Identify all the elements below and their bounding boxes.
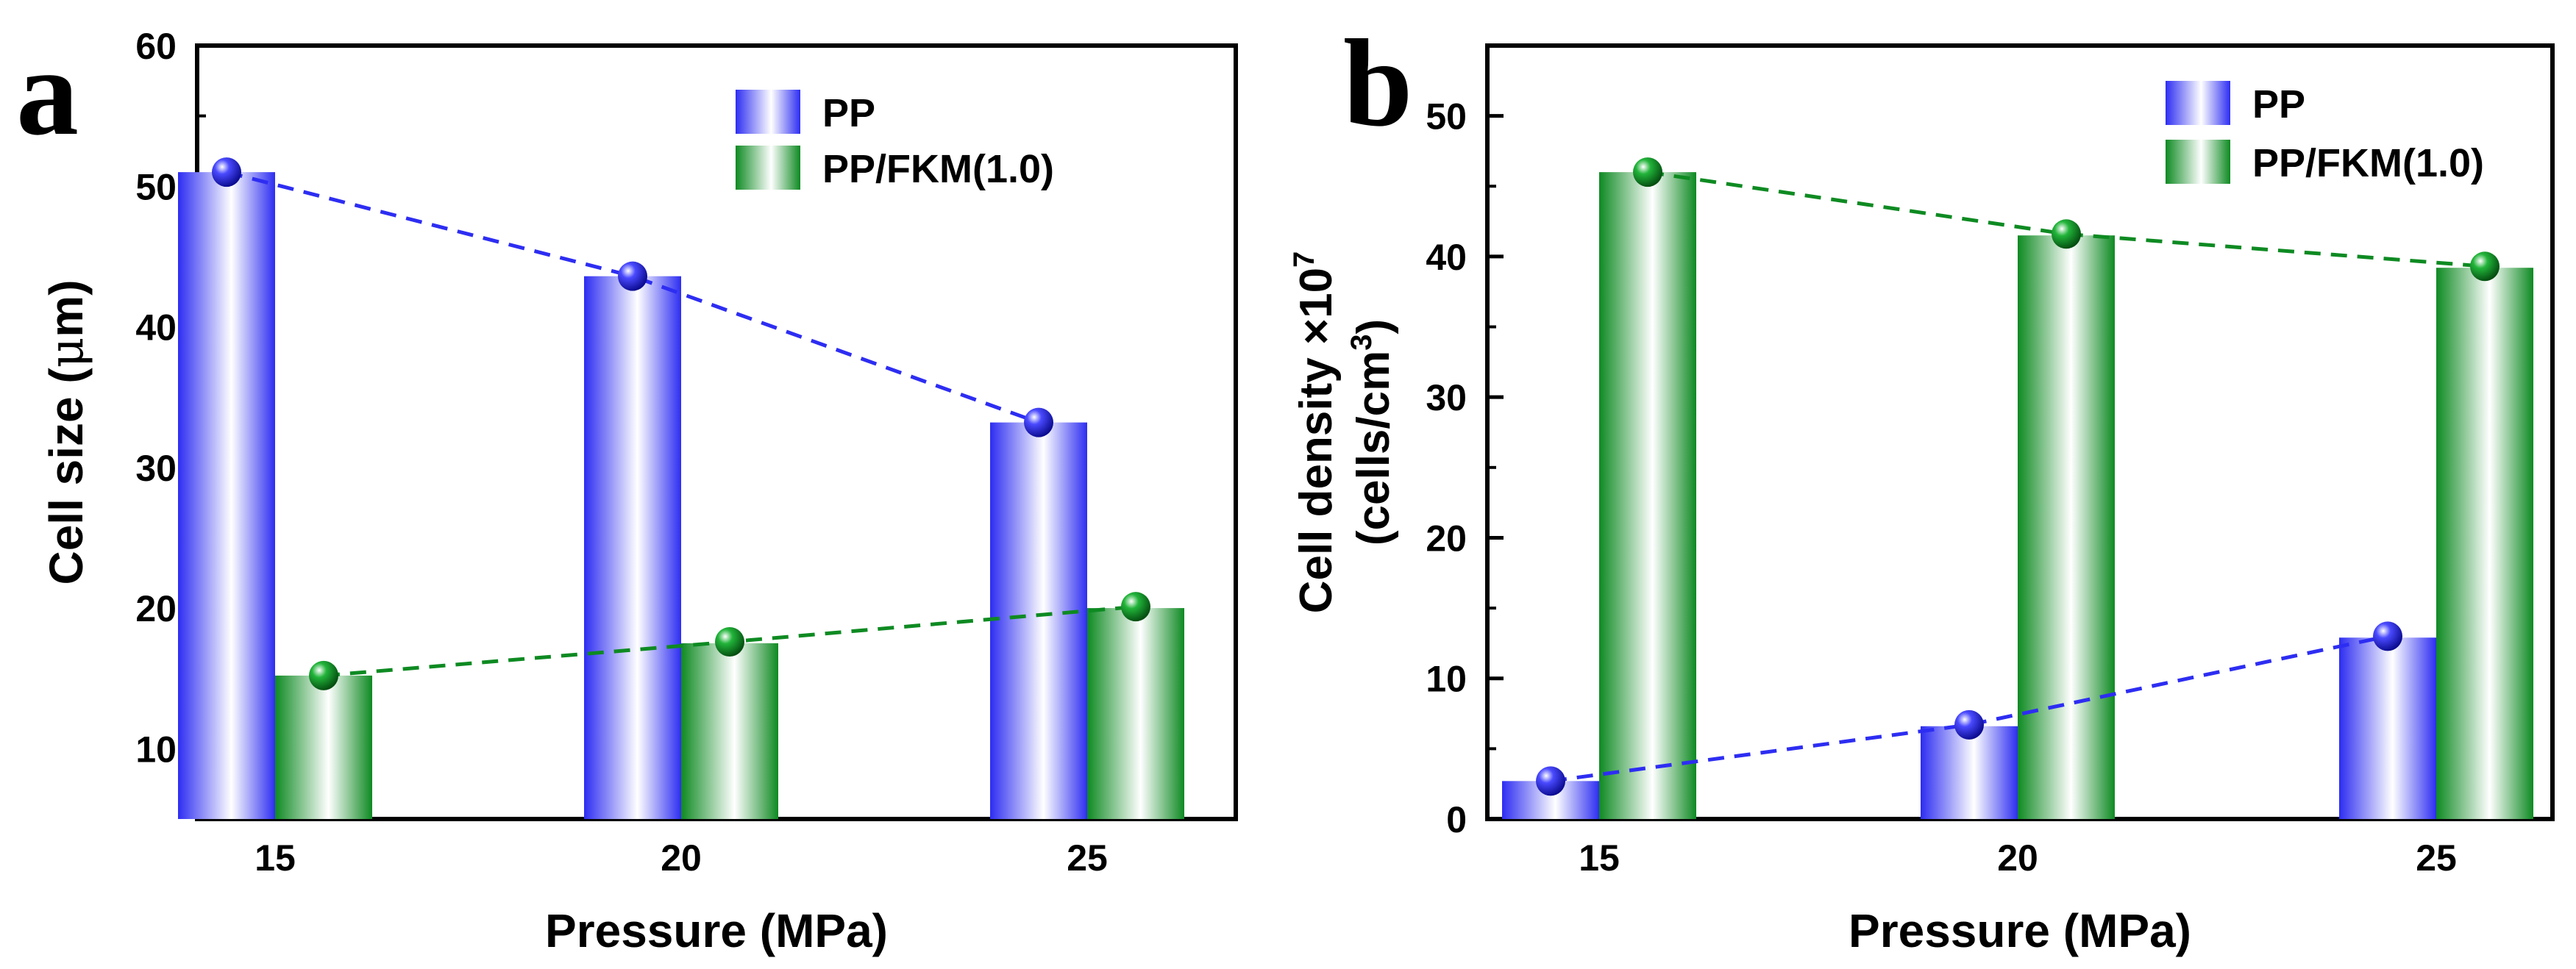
panel-a-ytick-label: 50 bbox=[135, 166, 177, 207]
panel-b-bar-pp bbox=[2339, 637, 2436, 819]
panel-a-point-pp bbox=[618, 261, 647, 291]
panel-a-ytick-label: 30 bbox=[135, 448, 177, 489]
panel-a-ytick-label: 10 bbox=[135, 729, 177, 770]
panel-b-point-fkm bbox=[1633, 157, 1662, 187]
panel-b-bar-fkm bbox=[2436, 268, 2533, 819]
panel-b-xtick-label: 25 bbox=[2416, 837, 2457, 879]
panel-b-trend-line-fkm bbox=[1647, 170, 2486, 268]
panel-a-legend-swatch-pp bbox=[736, 90, 800, 134]
panel-b-legend: PP PP/FKM(1.0) bbox=[2166, 81, 2484, 185]
panel-a-ytick-label: 60 bbox=[135, 26, 177, 67]
panel-b-bar-fkm bbox=[1599, 172, 1696, 820]
panel-b-legend-swatch-pp bbox=[2166, 81, 2230, 125]
panel-a-legend-label-fkm: PP/FKM(1.0) bbox=[822, 147, 1054, 191]
panel-a-point-pp bbox=[212, 157, 241, 187]
panel-b-point-pp bbox=[1536, 766, 1565, 796]
panel-a-xtick-label: 25 bbox=[1067, 837, 1108, 879]
panel-b-ytick-label: 50 bbox=[1426, 96, 1467, 137]
panel-b-xtick-label: 20 bbox=[1997, 837, 2038, 879]
panel-a-xtick-label: 15 bbox=[255, 837, 296, 879]
panel-a-y-title-unit: m) bbox=[40, 279, 93, 337]
panel-a-bar-fkm bbox=[1087, 608, 1184, 819]
panel-b-y-title-line2-main: (cells/cm bbox=[1348, 351, 1399, 546]
panel-a-bar-fkm bbox=[681, 643, 778, 819]
panel-b-y-title-line1-main: Cell density ×10 bbox=[1291, 268, 1342, 613]
panel-b-point-fkm bbox=[2470, 251, 2499, 282]
panel-a-legend-swatch-fkm bbox=[736, 146, 800, 190]
panel-b: b 0 10 20 30 40 50 15 20 25 Pressure (MPa) Cell… bbox=[1288, 14, 2555, 957]
panel-b-y-title-line1: Cell density ×107 bbox=[1288, 251, 1342, 614]
panel-a-ytick-label: 20 bbox=[135, 588, 177, 629]
panel-a-point-fkm bbox=[715, 626, 744, 657]
panel-b-y-title-line1-sup: 7 bbox=[1288, 251, 1320, 268]
panel-b-ytick-label: 40 bbox=[1426, 237, 1467, 278]
panel-b-label: b bbox=[1343, 14, 1413, 152]
panel-b-ytick-label: 30 bbox=[1426, 377, 1467, 418]
panel-a-bar-pp bbox=[990, 422, 1087, 819]
panel-b-bar-pp bbox=[1921, 726, 2018, 819]
panel-b-legend-label-pp: PP bbox=[2252, 82, 2305, 126]
panel-b-y-title-line2: (cells/cm3) bbox=[1345, 319, 1399, 546]
panel-b-point-pp bbox=[1954, 709, 1984, 740]
panel-a-y-title-mu: μ bbox=[40, 337, 94, 368]
panel-a-xtick-label: 20 bbox=[661, 837, 702, 879]
panel-b-trend-line-pp bbox=[1550, 634, 2388, 783]
panel-b-bar-fkm bbox=[2018, 235, 2115, 820]
panel-a: a 10 20 30 40 50 60 15 20 25 Pressure (MPa) Cel… bbox=[16, 23, 1238, 957]
panel-a-bar-pp bbox=[178, 172, 275, 820]
panel-b-y-axis: 0 10 20 30 40 50 bbox=[1426, 96, 1504, 840]
panel-b-legend-swatch-fkm bbox=[2166, 140, 2230, 184]
panel-a-bar-fkm bbox=[275, 675, 372, 819]
panel-a-y-title: Cell size (μm) bbox=[40, 279, 94, 584]
panel-a-trend-line-pp bbox=[226, 170, 1039, 424]
panel-a-ytick-label: 40 bbox=[135, 307, 177, 348]
panel-b-y-title-line2-sup: 3 bbox=[1345, 335, 1378, 351]
panel-a-bar-pp bbox=[584, 276, 681, 820]
panel-a-point-fkm bbox=[1121, 592, 1150, 622]
panel-b-point-fkm bbox=[2052, 219, 2081, 249]
panel-a-label: a bbox=[16, 23, 79, 161]
panel-a-point-fkm bbox=[309, 660, 338, 690]
panel-b-x-title: Pressure (MPa) bbox=[1849, 904, 2191, 957]
panel-a-legend-label-pp: PP bbox=[822, 91, 875, 135]
panel-a-x-title: Pressure (MPa) bbox=[545, 904, 888, 957]
panel-b-legend-label-fkm: PP/FKM(1.0) bbox=[2252, 141, 2484, 185]
panel-b-ytick-label: 20 bbox=[1426, 518, 1467, 559]
panel-a-y-title-main: Cell size ( bbox=[40, 368, 93, 585]
panel-b-ytick-label: 0 bbox=[1446, 799, 1467, 840]
panel-b-y-title-line2-end: ) bbox=[1348, 319, 1399, 335]
panel-b-ytick-label: 10 bbox=[1426, 659, 1467, 700]
panel-b-xtick-label: 15 bbox=[1579, 837, 1620, 879]
panel-b-point-pp bbox=[2373, 621, 2402, 651]
panel-a-legend: PP PP/FKM(1.0) bbox=[736, 90, 1054, 191]
panel-a-point-pp bbox=[1024, 407, 1053, 437]
